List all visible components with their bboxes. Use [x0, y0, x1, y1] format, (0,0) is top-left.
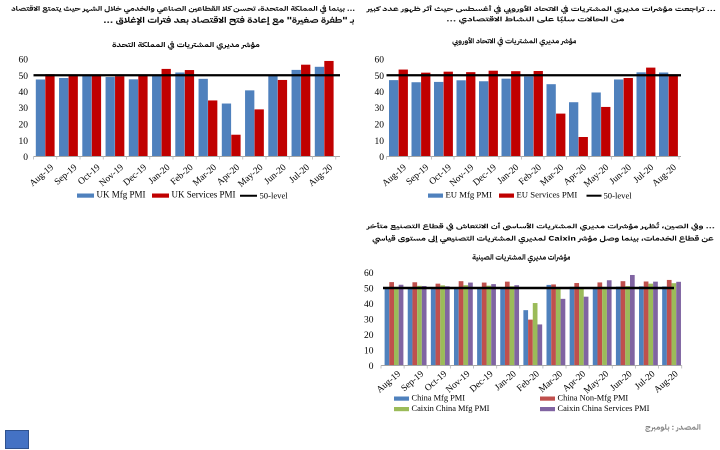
svg-text:0: 0 — [379, 153, 384, 163]
svg-text:Aug-20: Aug-20 — [653, 369, 681, 395]
svg-text:Aug-19: Aug-19 — [28, 163, 56, 189]
svg-text:0: 0 — [23, 153, 28, 163]
svg-text:20: 20 — [19, 121, 29, 131]
svg-text:40: 40 — [364, 300, 374, 310]
svg-text:Caixin China Mfg PMI: Caixin China Mfg PMI — [412, 404, 490, 413]
svg-text:20: 20 — [364, 331, 374, 341]
svg-text:Nov-19: Nov-19 — [444, 369, 472, 395]
svg-text:Jun-20: Jun-20 — [608, 163, 634, 187]
svg-text:Jan-20: Jan-20 — [147, 163, 173, 187]
svg-text:Aug-20: Aug-20 — [307, 163, 335, 189]
svg-text:30: 30 — [19, 104, 29, 114]
svg-text:50-level: 50-level — [604, 191, 633, 201]
svg-text:Caixin China Services PMI: Caixin China Services PMI — [558, 404, 650, 413]
svg-text:40: 40 — [375, 88, 385, 98]
svg-text:Jun-20: Jun-20 — [263, 163, 289, 187]
svg-text:Aug-19: Aug-19 — [375, 369, 403, 395]
svg-text:UK Mfg PMI: UK Mfg PMI — [97, 190, 146, 200]
svg-text:Dec-19: Dec-19 — [122, 163, 149, 189]
svg-text:Jun-20: Jun-20 — [609, 369, 635, 393]
svg-text:50: 50 — [364, 285, 374, 295]
svg-text:Aug-19: Aug-19 — [381, 163, 409, 189]
svg-text:Sep-19: Sep-19 — [53, 163, 80, 188]
svg-text:EU Mfg PMI: EU Mfg PMI — [446, 190, 492, 200]
svg-text:May-20: May-20 — [582, 163, 611, 190]
svg-text:UK Services PMI: UK Services PMI — [172, 190, 236, 200]
svg-text:50-level: 50-level — [260, 191, 289, 201]
svg-text:China Non-Mfg PMI: China Non-Mfg PMI — [558, 394, 629, 403]
svg-text:0: 0 — [369, 362, 374, 372]
svg-text:May-20: May-20 — [237, 163, 266, 190]
svg-text:Nov-19: Nov-19 — [98, 163, 126, 189]
svg-text:60: 60 — [19, 56, 29, 66]
svg-text:50: 50 — [19, 72, 29, 82]
svg-text:30: 30 — [364, 316, 374, 326]
svg-text:May-20: May-20 — [582, 369, 611, 396]
svg-text:EU Services PMI: EU Services PMI — [517, 190, 578, 200]
svg-text:Mar-20: Mar-20 — [539, 163, 567, 189]
svg-text:40: 40 — [19, 88, 29, 98]
svg-text:30: 30 — [375, 104, 385, 114]
svg-text:Mar-20: Mar-20 — [191, 163, 219, 189]
svg-text:10: 10 — [375, 137, 385, 147]
svg-text:Feb-20: Feb-20 — [169, 163, 196, 188]
svg-text:Feb-20: Feb-20 — [515, 369, 542, 394]
svg-text:Mar-20: Mar-20 — [537, 369, 565, 395]
svg-text:China Mfg PMI: China Mfg PMI — [412, 394, 466, 403]
svg-text:Dec-19: Dec-19 — [471, 163, 498, 189]
svg-text:Jan-20: Jan-20 — [496, 163, 522, 187]
svg-text:Jan-20: Jan-20 — [493, 369, 519, 393]
svg-text:10: 10 — [364, 347, 374, 357]
svg-text:10: 10 — [19, 137, 29, 147]
svg-text:Aug-20: Aug-20 — [651, 163, 679, 189]
svg-text:Nov-19: Nov-19 — [448, 163, 476, 189]
svg-text:50: 50 — [375, 72, 385, 82]
svg-text:Sep-19: Sep-19 — [400, 369, 427, 394]
svg-text:Dec-19: Dec-19 — [468, 369, 495, 395]
svg-text:60: 60 — [364, 269, 374, 279]
svg-text:Sep-19: Sep-19 — [405, 163, 432, 188]
svg-text:20: 20 — [375, 121, 385, 131]
svg-text:60: 60 — [375, 56, 385, 66]
